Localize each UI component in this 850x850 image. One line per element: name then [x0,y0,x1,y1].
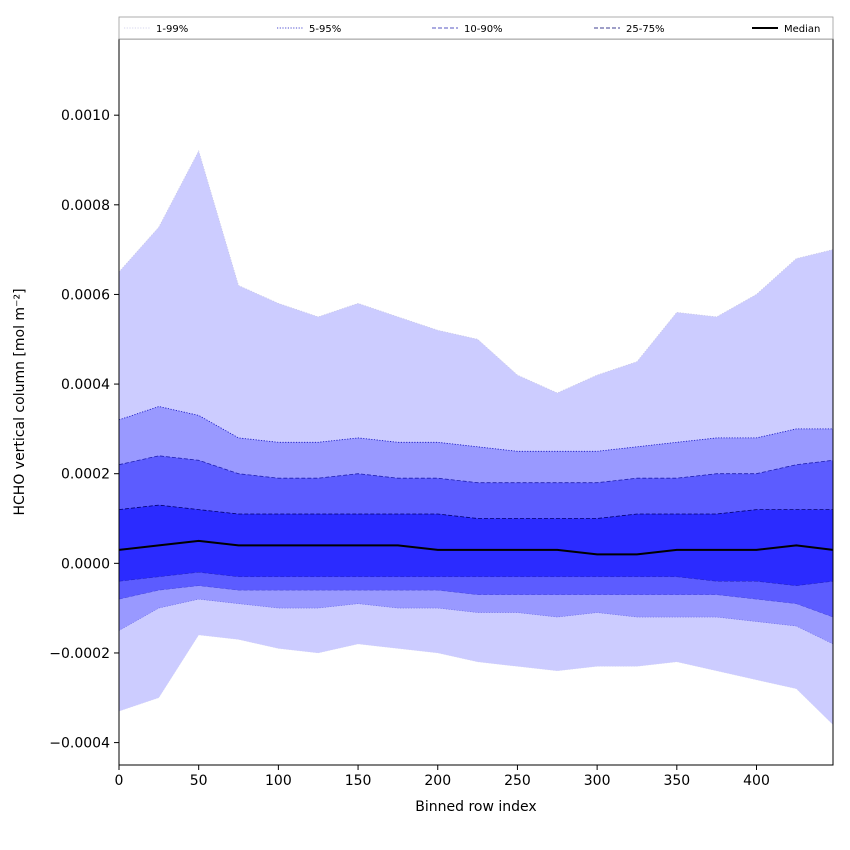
x-tick-label: 350 [663,773,690,789]
band-lower-line-25-75% [118,572,834,586]
x-tick-label: 250 [504,773,531,789]
y-tick-label: 0.0008 [61,198,110,214]
y-tick-label: −0.0002 [49,646,110,662]
y-tick-label: 0.0006 [61,287,110,303]
percentile-lines [118,149,834,725]
x-tick-label: 200 [424,773,451,789]
x-tick-label: 0 [115,773,124,789]
x-tick-label: 300 [584,773,611,789]
legend: 1-99% 5-95% 10-90% 25-75% Median [118,16,834,40]
x-axis-label: Binned row index [415,799,536,815]
x-tick-label: 150 [345,773,372,789]
band-lower-line-1-99% [118,634,834,725]
percentile-bands [119,151,833,725]
y-axis-ticks: −0.0004 −0.0002 0.0000 0.0002 0.0004 0.0006 0.… [49,108,119,752]
x-tick-label: 100 [265,773,292,789]
band-upper-line-1-99% [118,149,834,394]
y-tick-label: 0.0000 [61,556,110,572]
legend-label: 10-90% [464,24,503,35]
legend-box [118,16,834,40]
legend-label: Median [784,24,820,35]
y-axis-label: HCHO vertical column [mol m⁻²] [12,288,28,515]
x-tick-label: 50 [190,773,208,789]
x-axis-ticks: 0 50 100 150 200 250 300 350 400 [115,765,770,789]
band-upper-line-25-75% [118,504,833,519]
legend-label: 1-99% [156,24,188,35]
y-tick-label: 0.0010 [61,108,110,124]
band-25-75% [119,505,833,586]
y-tick-label: 0.0002 [61,467,110,483]
median-line [118,539,834,556]
x-tick-label: 400 [743,773,770,789]
band-lower-line-10-90% [118,585,834,618]
legend-label: 5-95% [309,24,341,35]
y-tick-label: 0.0004 [61,377,110,393]
band-upper-line-10-90% [118,455,834,484]
legend-label: 25-75% [626,24,665,35]
y-tick-label: −0.0004 [49,736,110,752]
